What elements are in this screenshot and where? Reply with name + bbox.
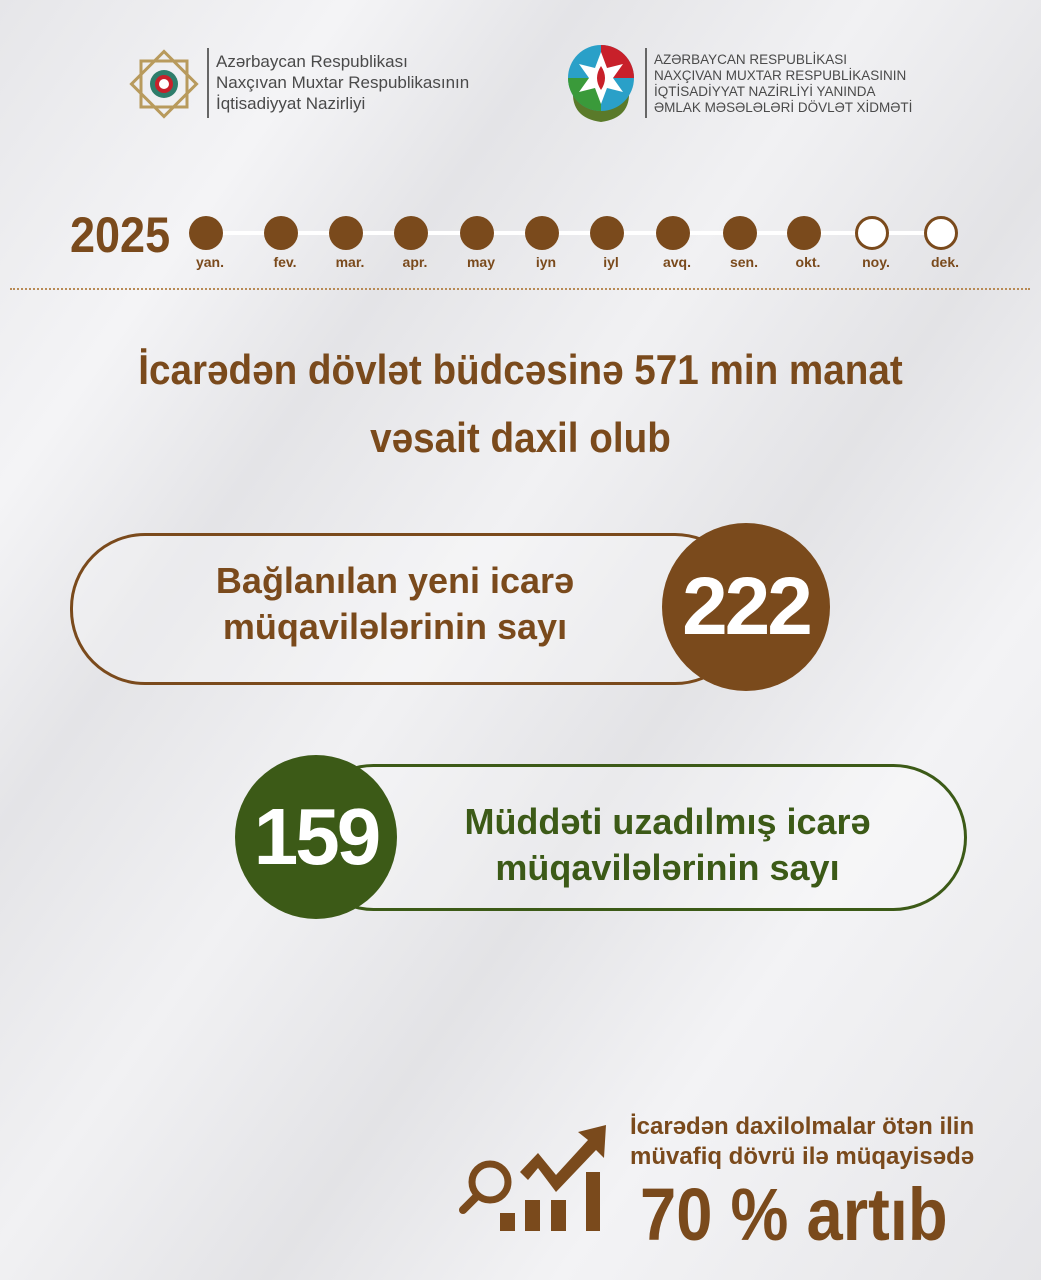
service-name-line: ƏMLAK MƏSƏLƏLƏRİ DÖVLƏT XİDMƏTİ	[654, 100, 913, 115]
growth-value: 70 % artıb	[640, 1173, 948, 1256]
month-label: sen.	[729, 254, 758, 270]
growth-text-line: İcarədən daxilolmalar ötən ilin	[630, 1113, 975, 1140]
month-marker-filled	[329, 216, 363, 250]
month-marker-filled	[460, 216, 494, 250]
ministry-emblem-icon	[129, 49, 199, 119]
ministry-name: Azərbaycan Respublikası Naxçıvan Muxtar …	[216, 51, 469, 114]
service-name-line: NAXÇIVAN MUXTAR RESPUBLİKASININ	[654, 68, 907, 83]
headline-line-2: vəsait daxil olub	[370, 414, 671, 461]
month-label: dek.	[930, 254, 959, 270]
month-label: iyl	[603, 254, 619, 270]
month-marker-filled	[394, 216, 428, 250]
month-label: avq.	[662, 254, 691, 270]
month-marker-empty	[924, 216, 958, 250]
ministry-name-line: Naxçıvan Muxtar Respublikasının	[216, 73, 470, 92]
ministry-logo	[125, 45, 203, 123]
month-marker-filled	[189, 216, 223, 250]
month-marker-filled	[787, 216, 821, 250]
extended-contracts-label: Müddəti uzadılmış icarə müqavilələrinin …	[400, 799, 935, 891]
month-marker-filled	[264, 216, 298, 250]
new-contracts-label: Bağlanılan yeni icarə müqavilələrinin sa…	[110, 558, 680, 650]
growth-text-line: müvafiq dövrü ilə müqayisədə	[630, 1143, 975, 1170]
ministry-name-line: İqtisadiyyat Nazirliyi	[216, 94, 366, 113]
month-label: okt.	[795, 254, 821, 270]
timeline-line	[200, 231, 950, 235]
month-label: yan.	[195, 254, 224, 270]
headline-line-1: İcarədən dövlət büdcəsinə 571 min manat	[138, 346, 903, 393]
timeline-year: 2025	[70, 207, 171, 263]
month-marker-filled	[525, 216, 559, 250]
month-label: mar.	[335, 254, 365, 270]
month-label: apr.	[402, 254, 428, 270]
month-marker-filled	[590, 216, 624, 250]
month-label: noy.	[862, 254, 890, 270]
month-marker-filled	[723, 216, 757, 250]
month-label: fev.	[273, 254, 297, 270]
extended-contracts-label-line: müqavilələrinin sayı	[495, 847, 840, 888]
azerbaijan-state-emblem-icon	[568, 45, 634, 122]
state-emblem-logo	[565, 40, 637, 124]
growth-chart-icon	[458, 1120, 618, 1235]
extended-contracts-label-line: Müddəti uzadılmış icarə	[464, 801, 871, 842]
extended-contracts-card	[300, 764, 967, 911]
chart-growth-magnifier-icon	[459, 1125, 606, 1231]
dotted-divider	[10, 288, 1030, 290]
service-name-line: AZƏRBAYCAN RESPUBLİKASI	[654, 52, 847, 67]
month-marker-filled	[656, 216, 690, 250]
growth-text: İcarədən daxilolmalar ötən ilin müvafiq …	[630, 1112, 974, 1172]
new-contracts-value: 222	[662, 523, 830, 691]
new-contracts-label-line: Bağlanılan yeni icarə	[215, 560, 575, 601]
month-label: may	[466, 254, 496, 270]
ministry-name-line: Azərbaycan Respublikası	[216, 52, 408, 71]
month-label: iyn	[535, 254, 557, 270]
service-name: AZƏRBAYCAN RESPUBLİKASI NAXÇIVAN MUXTAR …	[654, 52, 912, 116]
service-name-line: İQTİSADİYYAT NAZİRLİYİ YANINDA	[654, 84, 876, 99]
month-marker-empty	[855, 216, 889, 250]
extended-contracts-value: 159	[235, 755, 397, 919]
new-contracts-label-line: müqavilələrinin sayı	[222, 606, 568, 647]
